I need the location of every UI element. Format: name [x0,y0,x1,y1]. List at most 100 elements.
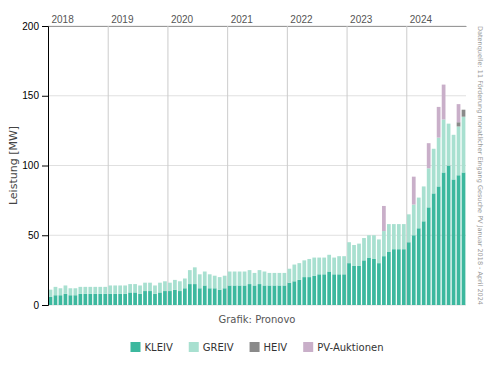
bar [243,271,247,272]
bar [108,285,112,286]
bar [218,277,222,290]
bar [397,224,401,225]
x-tick: 2023 [347,14,373,305]
bar [327,272,331,305]
bar [347,242,351,243]
bar [322,274,326,305]
x-axis-line [49,26,467,27]
bar [54,286,58,287]
bar [218,277,222,278]
bar [422,186,426,221]
year-separator [227,26,228,305]
bar [128,284,132,285]
bar [457,126,461,175]
bar [49,289,53,290]
bar [183,278,187,279]
legend-label: KLEIV [145,342,173,353]
bar [178,291,182,305]
year-separator [108,26,109,305]
bar [228,285,232,305]
bar [297,280,301,305]
bar [158,292,162,305]
bar [417,197,421,198]
bar [442,85,446,120]
bar [462,110,466,117]
bar [98,287,102,294]
bar [128,284,132,292]
bar [74,288,78,289]
bar [307,258,311,259]
bar [248,270,252,271]
bar [98,294,102,305]
legend: KLEIVGREIVHEIVPV-Auktionen [131,342,384,353]
bar [183,278,187,288]
bar [432,148,436,149]
bar [372,235,376,259]
bar [198,274,202,288]
x-axis: 2018201920202021202220232024 [49,14,467,305]
bar [148,282,152,283]
bar [193,267,197,284]
bar [457,104,461,122]
bar [218,277,222,278]
bar [302,260,306,261]
bar [292,264,296,265]
bar [98,286,102,287]
y-label: Leistung [MW] [7,126,20,205]
bar [412,177,416,205]
bar [372,235,376,236]
x-tick-label: 2021 [231,14,254,25]
bar [183,288,187,305]
bar [263,285,267,305]
bar [153,294,157,305]
bar [208,288,212,305]
bar [447,123,451,124]
bar [248,270,252,271]
bar [292,281,296,305]
bar [123,285,127,293]
bar [228,272,232,286]
bar [283,272,287,273]
bar [253,272,257,273]
bar [352,245,356,246]
bar [382,206,386,231]
bar [332,257,336,258]
bar [253,285,257,305]
bar [268,273,272,286]
bar [54,286,58,287]
bar [143,282,147,283]
x-tick-label: 2018 [52,14,75,25]
bar [208,274,212,275]
bar [173,290,177,305]
bar [263,272,267,286]
bar [163,281,167,282]
bar [307,277,311,305]
bar [283,272,287,273]
bar [69,288,73,289]
bar [273,273,277,286]
bar [173,280,177,290]
bar [213,276,217,289]
bar [362,238,366,239]
legend-swatch [131,342,141,352]
bar [362,238,366,260]
bar [118,285,122,293]
bar [447,124,451,166]
bar [238,271,242,272]
bar [347,263,351,305]
bar [342,274,346,305]
bar [347,242,351,243]
bar [312,258,316,276]
bar [228,271,232,272]
bar [163,291,167,305]
bar [357,243,361,244]
bar [337,274,341,305]
bar [312,276,316,305]
bar [327,254,331,255]
bar [427,143,431,168]
bar [49,289,53,290]
bar [412,235,416,305]
bar [83,286,87,287]
bar [88,287,92,294]
bar [452,134,456,135]
